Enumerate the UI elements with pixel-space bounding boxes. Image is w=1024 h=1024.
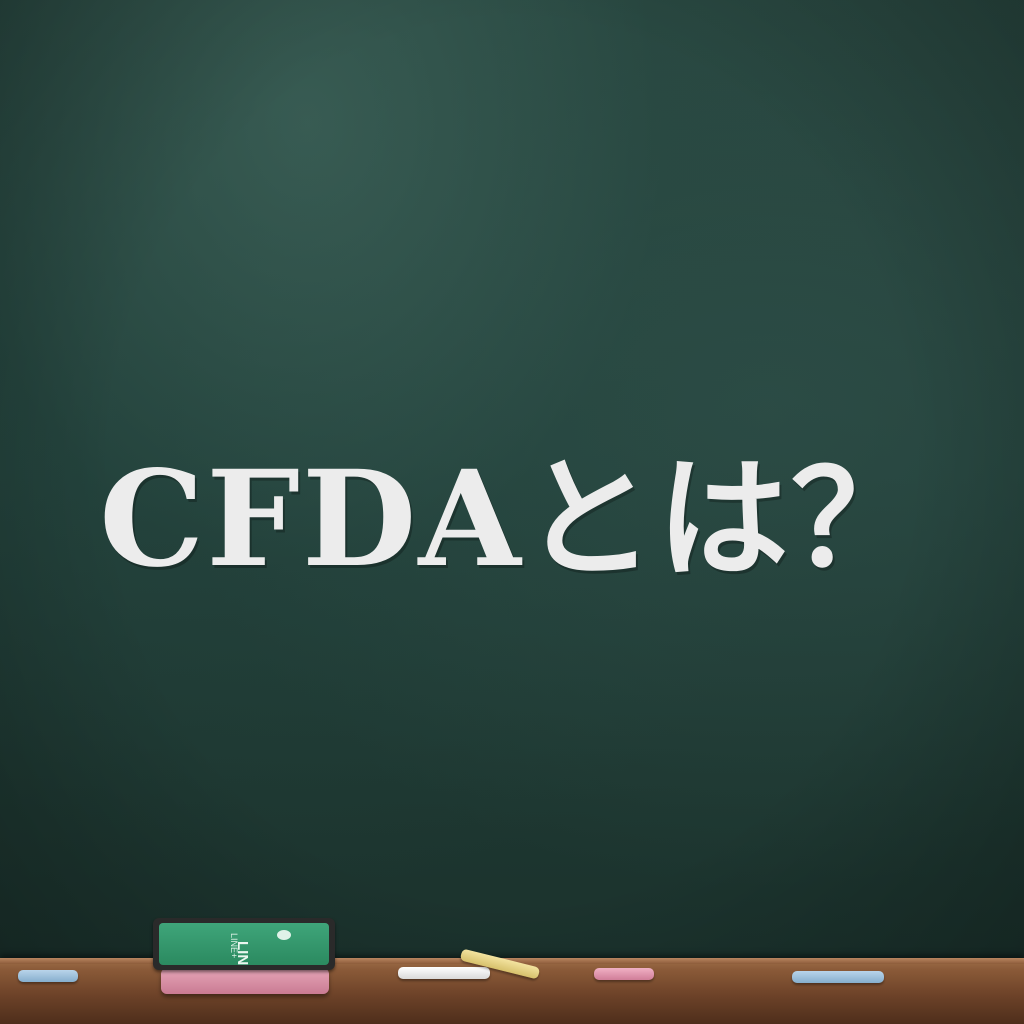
blue-chalk bbox=[18, 970, 78, 982]
eraser-sub-text: LINE+ bbox=[229, 933, 239, 959]
headline-text: CFDAとは？ bbox=[99, 442, 925, 597]
eraser-felt bbox=[161, 968, 329, 994]
eraser-label-face: LINE LINE+ bbox=[159, 923, 329, 965]
chat-bubble-icon bbox=[277, 930, 291, 940]
blue-chalk-long bbox=[792, 971, 884, 983]
eraser-handle: LINE LINE+ bbox=[153, 918, 335, 970]
board-eraser: LINE LINE+ bbox=[153, 918, 335, 994]
white-chalk bbox=[398, 967, 490, 979]
pink-chalk bbox=[594, 968, 654, 980]
